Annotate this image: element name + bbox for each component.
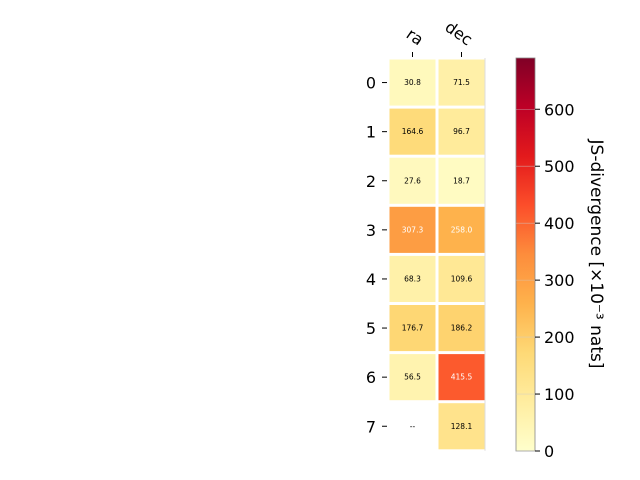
heatmap-cell [389,255,436,302]
cell-value-label: 176.7 [402,324,424,333]
row-tick-label: 0 [366,74,376,93]
cell-value-label: 258.0 [451,225,473,234]
heatmap-cell [389,354,436,401]
cell-value-label: 71.5 [453,78,470,87]
cell-value-label: -- [410,422,416,431]
colorbar-tick-label: 500 [544,157,575,176]
cell-value-label: 109.6 [451,274,473,283]
column-axis: ra dec [403,17,476,57]
heatmap-cell [389,206,436,253]
colorbar-tick-label: 100 [544,385,575,404]
heatmap-grid: 30.8 71.5 164.6 96.7 27.6 18.7 307.3 258.0 68.3 1… [389,58,486,451]
colorbar-tick-label: 0 [544,442,554,461]
heatmap-cell [389,305,436,352]
cell-value-label: 415.5 [451,373,473,382]
row-tick-label: 2 [366,172,376,191]
row-tick-label: 6 [366,368,376,387]
cell-value-label: 56.5 [404,373,421,382]
heatmap-cell [389,157,436,204]
row-tick-label: 7 [366,417,376,436]
column-tick-label: ra [403,24,427,49]
column-tick-label: dec [442,17,476,49]
colorbar: 0 100 200 300 400 500 600 JS-divergence [×10⁻³… [515,57,606,461]
row-tick-label: 5 [366,319,376,338]
cell-value-label: 30.8 [404,78,421,87]
cell-value-label: 307.3 [402,225,424,234]
colorbar-label: JS-divergence [×10⁻³ nats] [586,139,606,369]
row-tick-label: 4 [366,270,376,289]
colorbar-tick-label: 600 [544,100,575,119]
heatmap-cell [438,305,485,352]
heatmap-cell [438,354,485,401]
heatmap-cell [389,59,436,106]
cell-value-label: 164.6 [402,127,424,136]
cell-value-label: 96.7 [453,127,470,136]
heatmap-cell [438,206,485,253]
heatmap-cell [438,157,485,204]
row-tick-label: 3 [366,221,376,240]
cell-value-label: 186.2 [451,324,473,333]
cell-value-label: 18.7 [453,176,470,185]
heatmap-cell [438,255,485,302]
colorbar-tick-label: 400 [544,214,575,233]
row-axis: 0 1 2 3 4 5 6 7 [366,74,387,436]
heatmap-cell [389,108,436,155]
heatmap-cell [438,108,485,155]
heatmap-cell [438,59,485,106]
cell-value-label: 68.3 [404,274,421,283]
colorbar-gradient [515,57,536,452]
colorbar-tick-label: 300 [544,271,575,290]
colorbar-ticks: 0 100 200 300 400 500 600 [516,100,575,461]
colorbar-tick-label: 200 [544,328,575,347]
cell-value-label: 128.1 [451,422,473,431]
cell-value-label: 27.6 [404,176,421,185]
row-tick-label: 1 [366,123,376,142]
heatmap-cell [438,403,485,450]
